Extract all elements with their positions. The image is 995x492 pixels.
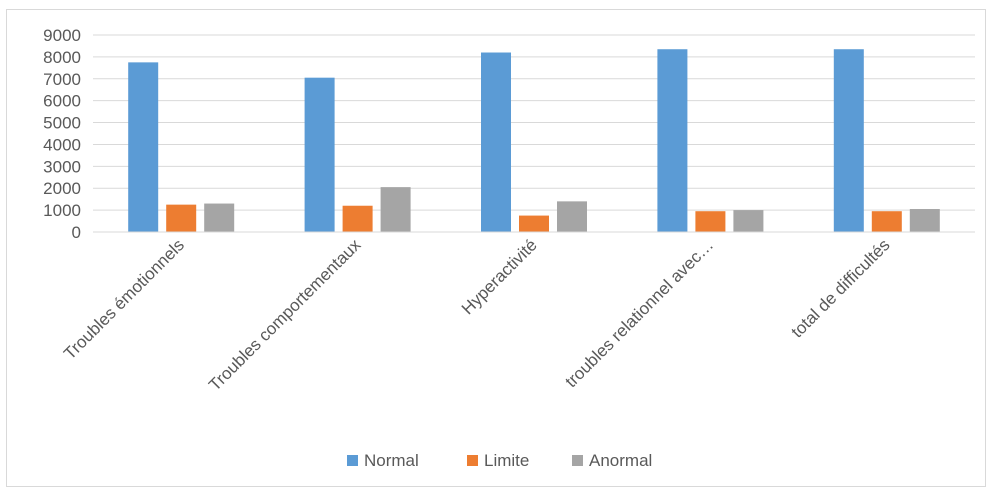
- y-tick-label: 2000: [43, 179, 81, 198]
- x-axis-categories: Troubles émotionnels Troubles comportemen…: [60, 235, 894, 395]
- legend-swatch-limite: [467, 455, 478, 466]
- bar-chart: 0 1000 2000 3000 4000 5000 6000 7000 8000 9000 Tr…: [43, 26, 975, 470]
- bar-normal-1: [304, 77, 335, 232]
- y-tick-label: 1000: [43, 201, 81, 220]
- bar-anormal-1: [380, 187, 411, 232]
- bar-normal-3: [657, 49, 688, 232]
- y-tick-label: 4000: [43, 135, 81, 154]
- legend-label-normal: Normal: [364, 451, 419, 470]
- bar-anormal-4: [909, 209, 940, 232]
- bar-normal-4: [833, 49, 864, 232]
- x-category-label: Hyperactivité: [458, 235, 541, 318]
- legend-swatch-normal: [347, 455, 358, 466]
- y-tick-label: 6000: [43, 92, 81, 111]
- x-category-label: Troubles comportementaux: [205, 235, 365, 395]
- chart-frame: 0 1000 2000 3000 4000 5000 6000 7000 8000 9000 Tr…: [6, 9, 986, 487]
- bar-limite-0: [166, 204, 197, 232]
- y-tick-label: 9000: [43, 26, 81, 45]
- x-category-label: Troubles émotionnels: [60, 235, 188, 363]
- bar-anormal-3: [733, 210, 764, 232]
- legend: Normal Limite Anormal: [347, 451, 652, 470]
- y-tick-label: 5000: [43, 114, 81, 133]
- x-category-label: troubles relationnel avec…: [561, 235, 717, 391]
- y-tick-label: 3000: [43, 157, 81, 176]
- bar-limite-4: [871, 211, 902, 232]
- legend-label-anormal: Anormal: [589, 451, 652, 470]
- y-tick-label: 8000: [43, 48, 81, 67]
- bar-normal-0: [128, 62, 159, 232]
- legend-label-limite: Limite: [484, 451, 529, 470]
- y-axis-ticks: 0 1000 2000 3000 4000 5000 6000 7000 8000 9000: [43, 26, 81, 242]
- x-category-label: total de difficultés: [788, 235, 894, 341]
- y-tick-label: 7000: [43, 70, 81, 89]
- bar-anormal-0: [204, 203, 235, 232]
- legend-swatch-anormal: [572, 455, 583, 466]
- bar-anormal-2: [557, 201, 587, 232]
- bar-limite-2: [519, 215, 549, 232]
- gridlines: [93, 34, 975, 211]
- bar-normal-2: [481, 52, 511, 233]
- bars: [128, 49, 940, 233]
- y-tick-label: 0: [72, 223, 81, 242]
- bar-limite-3: [695, 211, 726, 232]
- bar-limite-1: [342, 205, 373, 232]
